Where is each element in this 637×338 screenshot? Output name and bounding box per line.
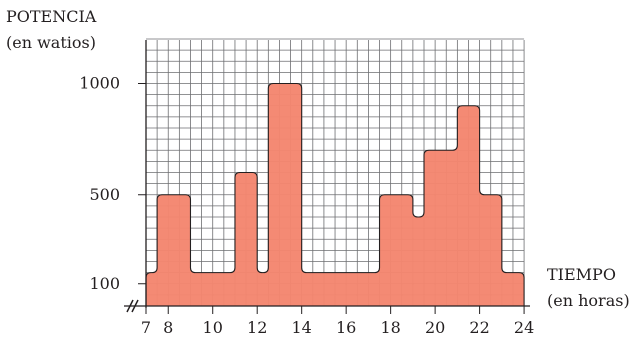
- x-tick-label: 7: [141, 318, 151, 337]
- y-axis-label-line2: (en watios): [6, 33, 96, 52]
- y-tick-label: 1000: [79, 74, 120, 93]
- y-tick-label: 100: [89, 274, 120, 293]
- x-tick-label: 22: [469, 318, 489, 337]
- x-tick-labels: 7 8 10 12 14 16 18 20 22 24: [141, 306, 534, 337]
- x-axis-label-line1: TIEMPO: [547, 265, 616, 284]
- x-tick-label: 12: [247, 318, 267, 337]
- x-tick-label: 14: [292, 318, 312, 337]
- x-axis-label-line2: (en horas): [547, 291, 630, 310]
- x-tick-label: 20: [425, 318, 445, 337]
- axis-break-mark: [126, 299, 139, 313]
- x-tick-label: 24: [514, 318, 534, 337]
- y-tick-label: 500: [89, 185, 120, 204]
- x-tick-label: 16: [336, 318, 356, 337]
- y-tick-labels: 100 500 1000: [79, 74, 146, 293]
- axes: [124, 40, 530, 313]
- power-area: [145, 82, 525, 307]
- x-tick-label: 10: [203, 318, 223, 337]
- power-area-layer: [145, 82, 525, 307]
- x-tick-label: 8: [163, 318, 173, 337]
- x-tick-label: 18: [380, 318, 400, 337]
- y-axis-label-line1: POTENCIA: [6, 7, 97, 26]
